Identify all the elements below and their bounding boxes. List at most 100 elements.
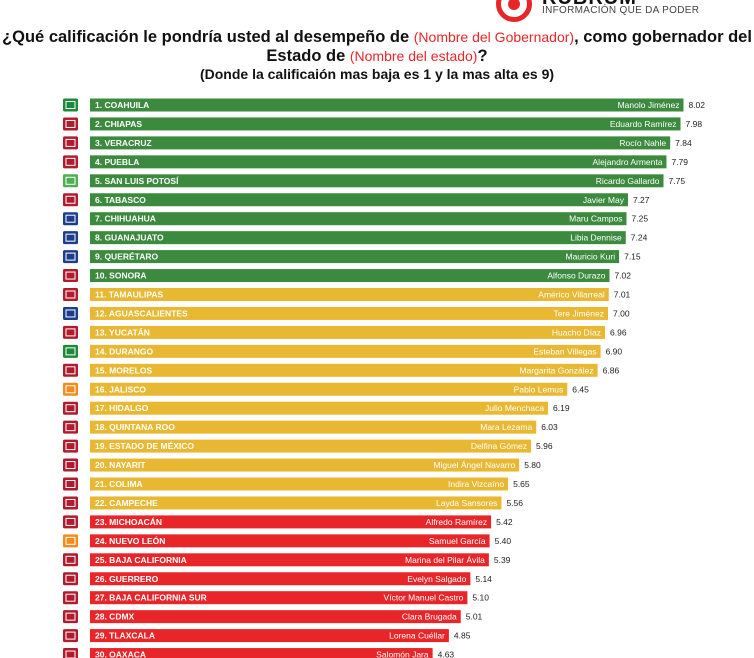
title-highlight-state: (Nombre del estado) (349, 48, 478, 64)
state-label: 7. CHIHUAHUA (95, 214, 156, 224)
value-label: 5.14 (475, 574, 492, 584)
bar-row: 8. GUANAJUATO Libia Dennise 7.24 (63, 231, 648, 245)
party-logo-mark (65, 536, 76, 545)
party-logo-mark (65, 404, 76, 413)
bar-row: 6. TABASCO Javier May 7.27 (63, 193, 650, 207)
bar-row: 25. BAJA CALIFORNIA Marina del Pilar Ávil… (63, 553, 511, 567)
bar (90, 591, 468, 605)
bar-row: 27. BAJA CALIFORNIA SUR Víctor Manuel Cas… (63, 591, 489, 605)
state-label: 30. OAXACA (95, 650, 146, 658)
bar-row: 30. OAXACA Salomón Jara 4.63 (63, 648, 454, 658)
morena-logo-icon (63, 439, 78, 453)
party-logo-mark (65, 119, 76, 128)
bar (90, 420, 537, 434)
bar-row: 5. SAN LUIS POTOSÍ Ricardo Gallardo 7.75 (63, 174, 686, 188)
party-logo-mark (65, 157, 76, 166)
morena-logo-icon (63, 458, 78, 472)
state-label: 5. SAN LUIS POTOSÍ (95, 176, 179, 186)
pvem-logo-icon (63, 174, 78, 188)
value-label: 5.01 (466, 612, 483, 622)
bar (90, 382, 568, 396)
bar (90, 193, 628, 207)
bar (90, 515, 492, 529)
state-label: 10. SONORA (95, 271, 147, 281)
party-logo-mark (65, 442, 76, 451)
morena-logo-icon (63, 269, 78, 283)
title-part1: ¿Qué calificación le pondría usted al de… (2, 28, 410, 46)
party-logo-mark (65, 631, 76, 640)
party-logo-mark (65, 461, 76, 470)
governor-label: Evelyn Salgado (407, 574, 466, 584)
governor-label: Libia Dennise (570, 233, 622, 243)
morena-logo-icon (63, 136, 78, 150)
bar-row: 1. COAHUILA Manolo Jiménez 8.02 (63, 98, 705, 112)
governor-label: Esteban Villegas (533, 346, 596, 356)
governor-label: Maru Campos (569, 214, 622, 224)
state-label: 26. GUERRERO (95, 574, 159, 584)
party-logo-mark (65, 366, 76, 375)
value-label: 7.98 (686, 119, 703, 129)
governor-label: Marina del Pilar Ávila (405, 555, 485, 565)
value-label: 7.01 (614, 290, 631, 300)
bar (90, 325, 606, 339)
pan-logo-icon (63, 306, 78, 320)
state-label: 24. NUEVO LEÓN (95, 535, 165, 546)
party-logo-mark (65, 328, 76, 337)
bar (90, 553, 489, 567)
governor-label: Delfina Gómez (471, 441, 527, 451)
governor-label: Mauricio Kuri (565, 252, 615, 262)
bar-row: 17. HIDALGO Julio Menchaca 6.19 (63, 401, 570, 415)
value-label: 6.03 (541, 422, 558, 432)
party-logo-mark (65, 309, 76, 318)
governor-label: Clara Brugada (402, 612, 457, 622)
bar (90, 269, 610, 283)
value-label: 7.75 (669, 176, 686, 186)
pri-logo-icon (63, 344, 78, 358)
party-logo-mark (65, 555, 76, 564)
governor-label: Rocío Nahle (619, 138, 666, 148)
value-label: 5.65 (513, 479, 530, 489)
bar (90, 306, 608, 320)
value-label: 7.84 (675, 138, 692, 148)
morena-logo-icon (63, 591, 78, 605)
governor-label: Julio Menchaca (485, 403, 544, 413)
state-label: 8. GUANAJUATO (95, 233, 164, 243)
governor-label: Salomón Jara (376, 650, 429, 658)
bar-row: 7. CHIHUAHUA Maru Campos 7.25 (63, 212, 648, 226)
value-label: 5.42 (496, 517, 513, 527)
chart-title: ¿Qué calificación le pondría usted al de… (0, 28, 754, 66)
state-label: 20. NAYARIT (95, 460, 146, 470)
bar-row: 23. MICHOACÁN Alfredo Ramírez 5.42 (63, 515, 513, 529)
value-label: 6.19 (553, 403, 570, 413)
party-logo-mark (65, 650, 76, 658)
governor-label: Eduardo Ramírez (610, 119, 677, 129)
bar (90, 401, 549, 415)
bar-row: 10. SONORA Alfonso Durazo 7.02 (63, 269, 631, 283)
bar (90, 212, 627, 226)
brand-tagline: INFORMACIÓN QUE DA PODER (542, 5, 700, 16)
pan-logo-icon (63, 250, 78, 264)
morena-logo-icon (63, 477, 78, 491)
governor-label: Javier May (583, 195, 625, 205)
state-label: 21. COLIMA (95, 479, 143, 489)
value-label: 8.02 (688, 100, 705, 110)
value-label: 6.96 (610, 327, 627, 337)
governor-label: Layda Sansores (436, 498, 497, 508)
party-logo-mark (65, 593, 76, 602)
value-label: 7.02 (614, 271, 631, 281)
bar (90, 496, 502, 510)
party-logo-mark (65, 138, 76, 147)
morena-logo-icon (63, 193, 78, 207)
bar (90, 439, 532, 453)
party-logo-mark (65, 252, 76, 261)
pan-logo-icon (63, 231, 78, 245)
governor-label: Pablo Lemus (514, 384, 564, 394)
title-highlight-governor: (Nombre del Gobernador) (413, 29, 575, 45)
bar (90, 477, 509, 491)
state-label: 18. QUINTANA ROO (95, 422, 175, 432)
governor-label: Mara Lezama (480, 422, 532, 432)
chart-subtitle: (Donde la calificaión mas baja es 1 y la… (199, 66, 555, 82)
bar (90, 458, 520, 472)
morena-logo-icon (63, 610, 78, 624)
bar-row: 29. TLAXCALA Lorena Cuéllar 4.85 (63, 629, 471, 643)
